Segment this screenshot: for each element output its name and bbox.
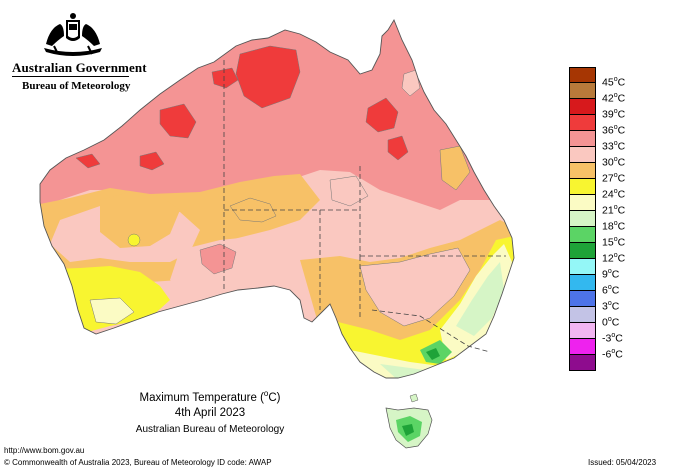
legend-swatch <box>569 99 596 115</box>
legend-label: 42oC <box>602 92 626 105</box>
government-title: Australian Government <box>12 60 147 75</box>
legend-label: 21oC <box>602 204 626 217</box>
legend-label: 6oC <box>602 284 620 297</box>
legend-label: 12oC <box>602 252 626 265</box>
id-code: ID code: AWAP <box>217 458 272 467</box>
legend-label: 3oC <box>602 300 620 313</box>
website-link[interactable]: http://www.bom.gov.au <box>4 446 85 455</box>
legend-label: 33oC <box>602 140 626 153</box>
legend-swatch <box>569 147 596 163</box>
legend-swatch <box>569 307 596 323</box>
legend-swatch <box>569 195 596 211</box>
agency-name: Bureau of Meteorology <box>22 80 131 92</box>
legend-swatch <box>569 179 596 195</box>
legend-swatch <box>569 211 596 227</box>
legend-label: 24oC <box>602 188 626 201</box>
commonwealth-crest-icon <box>44 13 102 56</box>
legend-swatch <box>569 163 596 179</box>
legend-swatch <box>569 227 596 243</box>
issued-date: Issued: 05/04/2023 <box>588 458 657 467</box>
legend-swatch <box>569 67 596 83</box>
legend-label: 27oC <box>602 172 626 185</box>
legend-label: 15oC <box>602 236 626 249</box>
legend-label: 9oC <box>602 268 620 281</box>
legend-label: 45oC <box>602 76 626 89</box>
map-title: Maximum Temperature (oC) <box>139 389 281 404</box>
legend-swatch <box>569 259 596 275</box>
legend-label: 18oC <box>602 220 626 233</box>
legend-label: 36oC <box>602 124 626 137</box>
legend-swatch <box>569 355 596 371</box>
header-divider <box>12 76 129 77</box>
legend-label: -6oC <box>602 348 623 361</box>
state-borders <box>223 60 506 353</box>
legend-swatch <box>569 115 596 131</box>
legend-swatch <box>569 323 596 339</box>
legend-label: 39oC <box>602 108 626 121</box>
legend-swatch <box>569 291 596 307</box>
mainland-australia <box>40 20 514 378</box>
legend-swatch <box>569 275 596 291</box>
map-source: Australian Bureau of Meteorology <box>135 424 285 435</box>
legend-label: -3oC <box>602 332 623 345</box>
legend-swatch <box>569 339 596 355</box>
legend-swatch <box>569 83 596 99</box>
legend-swatch <box>569 131 596 147</box>
legend-label: 0oC <box>602 316 620 329</box>
legend-label: 30oC <box>602 156 626 169</box>
copyright-text: © Commonwealth of Australia 2023, Bureau… <box>4 458 215 467</box>
legend-swatch <box>569 243 596 259</box>
map-date: 4th April 2023 <box>174 407 246 419</box>
